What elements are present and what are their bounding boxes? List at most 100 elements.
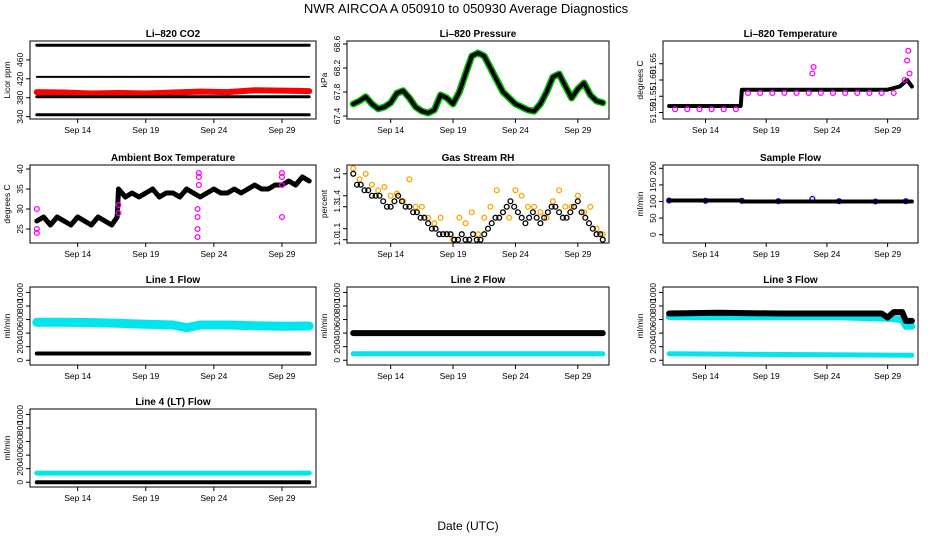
data-point xyxy=(905,47,912,54)
data-point xyxy=(533,214,540,221)
data-point xyxy=(484,225,492,232)
x-tick-label: Sep 19 xyxy=(132,249,159,259)
data-point xyxy=(769,89,776,97)
y-tick-label: 420 xyxy=(15,71,25,85)
y-axis-label: degrees C xyxy=(635,60,645,99)
plot-area xyxy=(33,43,313,117)
data-point xyxy=(375,187,382,194)
data-point xyxy=(744,89,752,97)
data-point xyxy=(562,203,569,210)
data-point xyxy=(556,187,563,194)
y-tick-label: 800 xyxy=(15,299,25,313)
y-axis-label: Licor ppm xyxy=(2,61,12,98)
data-point xyxy=(890,89,897,97)
data-point xyxy=(395,192,402,199)
data-point xyxy=(593,231,600,238)
y-tick-label: 600 xyxy=(332,312,342,326)
data-point xyxy=(567,209,574,216)
data-point xyxy=(194,225,201,233)
panels-container: Li–820 CO2 Licor ppm Sep 14 Sep 19 Sep 24 Sep… xyxy=(2,29,919,503)
panel-title: Gas Stream RH xyxy=(442,153,515,164)
data-point xyxy=(387,192,394,199)
data-point xyxy=(418,203,425,210)
data-point xyxy=(842,89,849,97)
data-point xyxy=(672,106,679,113)
data-point xyxy=(507,198,514,205)
data-point xyxy=(413,209,420,216)
data-point xyxy=(361,187,368,194)
series-temperature xyxy=(34,174,312,228)
data-point xyxy=(720,106,727,113)
y-tick-label: 600 xyxy=(15,434,25,448)
plot-frame xyxy=(662,164,919,244)
y-tick-label: 50 xyxy=(648,213,658,223)
data-point xyxy=(524,203,531,210)
data-point xyxy=(447,231,454,238)
y-tick-label: 800 xyxy=(15,421,25,435)
data-point xyxy=(362,170,369,177)
y-tick-label: 25 xyxy=(15,224,25,234)
data-point xyxy=(425,214,432,221)
y-tick-label: 51.65 xyxy=(648,53,658,75)
series-line xyxy=(34,174,312,228)
data-point xyxy=(543,214,550,221)
data-point xyxy=(33,225,40,233)
plot-frame xyxy=(662,286,919,366)
data-point xyxy=(582,214,589,221)
data-point xyxy=(356,176,363,183)
x-tick-label: Sep 24 xyxy=(200,125,227,135)
data-point xyxy=(477,236,484,243)
figure-title: NWR AIRCOA A 050910 to 050930 Average Di… xyxy=(304,1,629,16)
plot-area xyxy=(349,49,607,117)
series-max xyxy=(665,313,916,330)
panel-title: Ambient Box Temperature xyxy=(111,153,236,164)
panel-gas-stream-rh: Gas Stream RH percent Sep 14 Sep 19 Sep 24 Se… xyxy=(319,153,610,259)
data-point xyxy=(492,214,499,221)
data-point xyxy=(436,231,443,238)
data-point xyxy=(511,203,518,210)
series-max xyxy=(32,317,314,333)
x-tick-label: Sep 19 xyxy=(440,371,467,381)
data-point xyxy=(599,236,606,243)
data-point xyxy=(474,231,482,238)
data-point xyxy=(350,165,357,172)
data-point xyxy=(854,89,861,97)
x-tick-label: Sep 19 xyxy=(132,371,159,381)
data-point xyxy=(593,225,600,232)
plot-frame xyxy=(346,164,610,244)
data-point xyxy=(878,89,885,97)
data-point xyxy=(589,225,596,232)
data-point xyxy=(391,198,398,205)
y-tick-label: 200 xyxy=(15,339,25,353)
plot-area xyxy=(666,195,914,205)
series-line xyxy=(667,78,914,108)
data-point xyxy=(33,205,40,213)
x-tick-label: Sep 19 xyxy=(753,125,780,135)
x-tick-label: Sep 19 xyxy=(440,125,467,135)
y-axis-label: ml/min xyxy=(635,313,645,338)
x-tick-label: Sep 29 xyxy=(564,125,591,135)
x-tick-label: Sep 14 xyxy=(64,125,91,135)
y-tick-label: 51.55 xyxy=(648,85,658,107)
y-axis-label: percent xyxy=(319,189,329,218)
data-point xyxy=(458,231,465,238)
data-point xyxy=(368,181,376,188)
plot-area xyxy=(665,309,916,358)
data-point xyxy=(383,203,390,210)
panel-ambient-box-temperature: Ambient Box Temperature degrees C Sep 14 Se… xyxy=(2,153,317,259)
y-tick-label: 400 xyxy=(332,326,342,340)
data-point xyxy=(522,220,529,227)
data-point xyxy=(580,209,588,216)
x-tick-label: Sep 29 xyxy=(268,249,295,259)
x-tick-label: Sep 29 xyxy=(874,249,901,259)
y-tick-label: 1000 xyxy=(648,283,658,302)
data-point xyxy=(481,231,488,238)
panel-title: Line 4 (LT) Flow xyxy=(135,397,211,408)
y-tick-label: 1.3 xyxy=(332,201,342,213)
data-point xyxy=(387,203,394,210)
data-point xyxy=(537,220,544,227)
panel-title: Sample Flow xyxy=(760,153,821,164)
data-point xyxy=(412,203,419,210)
panel-line-4-lt-flow: Line 4 (LT) Flow ml/min Sep 14 Sep 19 Sep 24… xyxy=(2,397,317,503)
